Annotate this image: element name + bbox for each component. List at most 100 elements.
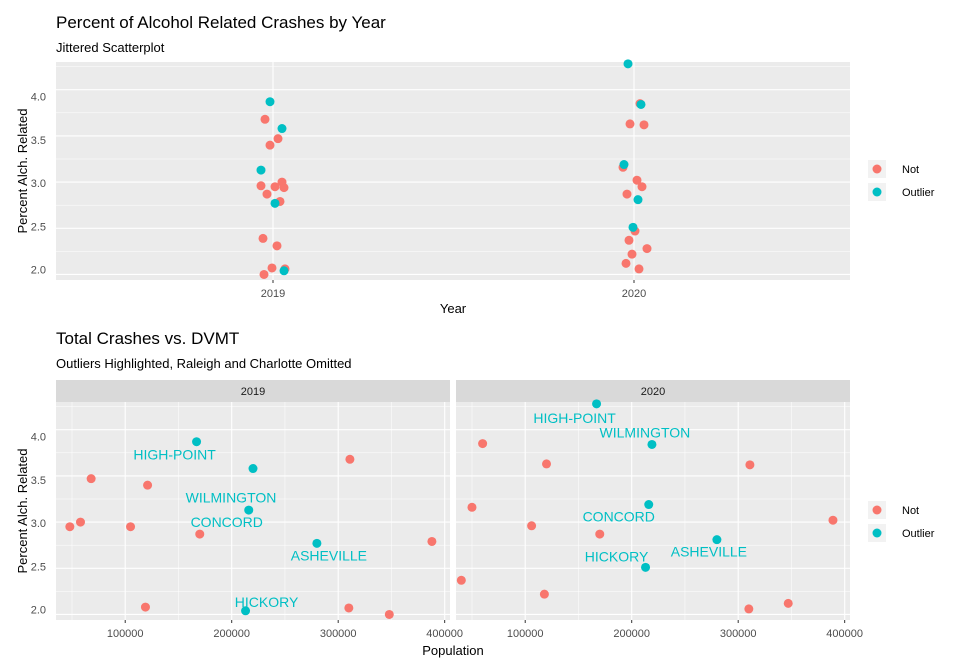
data-point: [642, 244, 652, 254]
outlier-point: [256, 165, 266, 175]
facet-strip-background: [56, 380, 450, 402]
outlier-point-label: WILMINGTON: [186, 490, 277, 506]
bottom-x-axis: 100000 200000 300000 400000 100000 20000…: [107, 628, 863, 640]
data-point: [625, 119, 635, 129]
top-x-axis-title: Year: [440, 301, 467, 316]
bottom-x-tick-label: 400000: [826, 628, 863, 640]
data-point: [627, 249, 637, 259]
data-point: [744, 604, 754, 614]
data-point: [621, 258, 631, 268]
facet-strip-background: [456, 380, 850, 402]
top-panel-background: [56, 62, 850, 280]
data-point: [783, 598, 793, 608]
data-point: [258, 233, 268, 243]
legend-dot-not: [872, 505, 882, 515]
legend-dot-outlier: [872, 528, 882, 538]
facet-strip-2020: 2020: [456, 380, 850, 402]
data-point: [467, 502, 477, 512]
outlier-point-label: CONCORD: [191, 514, 263, 530]
outlier-point: [241, 606, 251, 616]
data-point: [272, 241, 282, 251]
outlier-point-label: HICKORY: [585, 548, 649, 564]
data-point: [140, 602, 150, 612]
outlier-point: [619, 160, 629, 170]
outlier-point: [647, 439, 657, 449]
top-plot-panel: [56, 59, 850, 283]
data-point: [195, 529, 205, 539]
legend-dot-outlier: [872, 187, 882, 197]
data-point: [273, 134, 283, 144]
data-point: [634, 264, 644, 274]
data-point: [384, 609, 394, 619]
outlier-point-label: ASHEVILLE: [671, 544, 747, 560]
bottom-y-tick-label: 3.0: [31, 518, 46, 530]
top-y-tick-label: 3.0: [31, 178, 46, 190]
outlier-point: [628, 222, 638, 232]
bottom-x-tick-label: 200000: [613, 628, 650, 640]
outlier-point-label: HICKORY: [235, 594, 299, 610]
bottom-panel-background: [456, 402, 850, 620]
outlier-point: [279, 266, 289, 276]
data-point: [539, 589, 549, 599]
top-y-tick-label: 2.0: [31, 265, 46, 277]
bottom-x-axis-title: Population: [422, 643, 483, 658]
bottom-y-tick-label: 2.0: [31, 605, 46, 617]
data-point: [75, 517, 85, 527]
outlier-point: [644, 500, 654, 510]
data-point: [478, 439, 488, 449]
top-x-tick-label: 2019: [261, 288, 285, 300]
data-point: [86, 474, 96, 484]
top-x-tick-label: 2020: [622, 288, 646, 300]
data-point: [126, 522, 136, 532]
bottom-x-tick-label: 100000: [107, 628, 144, 640]
outlier-point: [244, 505, 254, 515]
bottom-x-tick-label: 300000: [720, 628, 757, 640]
data-point: [637, 182, 647, 192]
data-point: [260, 114, 270, 124]
bottom-y-axis: 2.0 2.5 3.0 3.5 4.0: [31, 432, 46, 617]
outlier-point: [277, 124, 287, 134]
data-point: [259, 269, 269, 279]
outlier-point: [633, 195, 643, 205]
outlier-point: [641, 562, 651, 572]
top-y-tick-label: 4.0: [31, 92, 46, 104]
outlier-point: [712, 535, 722, 545]
facet-strip-label: 2019: [241, 386, 265, 398]
bottom-y-tick-label: 3.5: [31, 475, 46, 487]
outlier-point: [312, 538, 322, 548]
data-point: [456, 575, 466, 585]
data-point: [622, 189, 632, 199]
data-point: [265, 140, 275, 150]
outlier-point: [592, 399, 602, 409]
bottom-y-tick-label: 2.5: [31, 561, 46, 573]
bottom-x-tick-label: 400000: [426, 628, 463, 640]
bottom-chart-title: Total Crashes vs. DVMT: [56, 329, 239, 348]
top-chart-title: Percent of Alcohol Related Crashes by Ye…: [56, 13, 386, 32]
data-point: [270, 182, 280, 192]
legend-dot-not: [872, 164, 882, 174]
bottom-plot-panel-2019: HIGH-POINT WILMINGTON CONCORD ASHEVILLE HICK…: [56, 402, 450, 623]
data-point: [262, 189, 272, 199]
top-x-axis: 2019 2020: [261, 288, 646, 300]
data-point: [427, 536, 437, 546]
data-point: [344, 603, 354, 613]
bottom-x-tick-label: 100000: [507, 628, 544, 640]
legend-label-outlier: Outlier: [902, 187, 935, 199]
outlier-point: [265, 97, 275, 107]
data-point: [267, 263, 277, 273]
top-y-axis-title: Percent Alch. Related: [15, 108, 30, 233]
bottom-y-axis-title: Percent Alch. Related: [15, 448, 30, 573]
top-legend: Not Outlier: [868, 160, 935, 201]
data-point: [595, 529, 605, 539]
top-y-tick-label: 2.5: [31, 221, 46, 233]
data-point: [632, 175, 642, 185]
data-point: [65, 522, 75, 532]
data-point: [345, 454, 355, 464]
facet-strip-2019: 2019: [56, 380, 450, 402]
data-point: [745, 460, 755, 470]
outlier-point: [192, 437, 202, 447]
data-point: [542, 459, 552, 469]
data-point: [143, 480, 153, 490]
